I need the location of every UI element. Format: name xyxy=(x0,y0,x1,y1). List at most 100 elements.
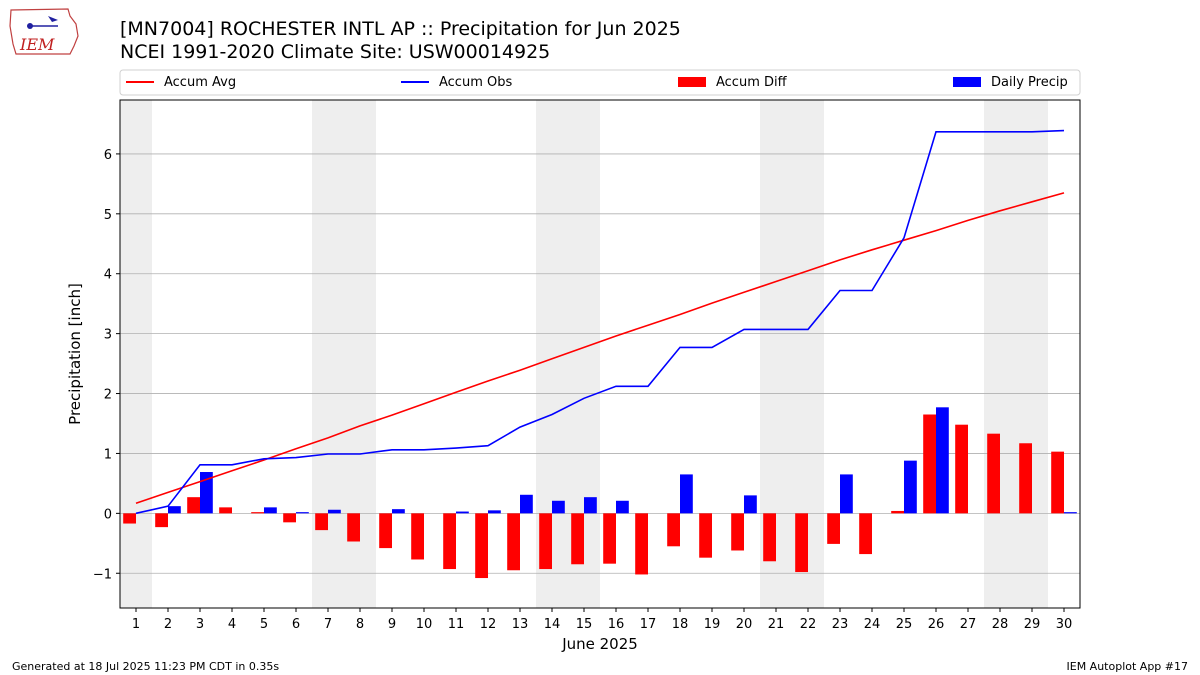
accum-diff-bar-25 xyxy=(891,510,904,514)
accum-diff-bar-17 xyxy=(635,513,648,575)
x-tick-label-19: 19 xyxy=(704,617,721,632)
accum-diff-bar-7 xyxy=(315,513,328,531)
daily-precip-bar-2 xyxy=(168,506,181,514)
daily-precip-bar-15 xyxy=(584,497,597,514)
logo-text: IEM xyxy=(19,35,55,54)
x-tick-label-25: 25 xyxy=(896,617,913,632)
legend-box xyxy=(119,69,1081,96)
daily-precip-bar-30 xyxy=(1064,512,1077,514)
x-tick-label-16: 16 xyxy=(608,617,625,632)
x-tick-label-29: 29 xyxy=(1024,617,1041,632)
grid-lines xyxy=(120,153,1080,574)
weekend-band-5 xyxy=(984,100,1048,608)
daily-precip-bar-25 xyxy=(904,460,917,514)
daily-precip-bar-3 xyxy=(200,472,213,514)
accum-diff-bar-23 xyxy=(827,513,840,544)
x-tick-label-17: 17 xyxy=(640,617,657,632)
accum-avg-line xyxy=(135,192,1065,504)
accum-diff-bar-22 xyxy=(795,513,808,573)
x-tick-label-9: 9 xyxy=(388,617,396,632)
accum-diff-bar-13 xyxy=(507,513,520,571)
x-tick-label-30: 30 xyxy=(1056,617,1073,632)
y-tick-label-4: 3 xyxy=(104,328,112,343)
accum-diff-bar-6 xyxy=(283,513,296,523)
x-tick-label-1: 1 xyxy=(132,617,140,632)
accum-diff-bar-9 xyxy=(379,513,392,549)
x-tick-label-26: 26 xyxy=(928,617,945,632)
y-axis-label: Precipitation [inch] xyxy=(66,283,84,425)
legend-daily-precip-label: Daily Precip xyxy=(991,75,1068,90)
x-axis-ticks: 1 2 3 4 5 6 7 8 9 10 11 12 13 14 15 16 17 18 19 20 21 22 23 24 2… xyxy=(132,608,1072,632)
daily-precip-bar-13 xyxy=(520,494,533,514)
legend-accum-diff-label: Accum Diff xyxy=(716,75,788,90)
accum-diff-bar-8 xyxy=(347,513,360,542)
bars xyxy=(123,407,1077,579)
accum-obs-line xyxy=(135,129,1065,515)
daily-precip-bar-14 xyxy=(552,500,565,514)
x-tick-label-3: 3 xyxy=(196,617,204,632)
x-axis-label: June 2025 xyxy=(561,635,638,653)
x-tick-label-21: 21 xyxy=(768,617,785,632)
daily-precip-bar-16 xyxy=(616,500,629,514)
daily-precip-bar-7 xyxy=(328,509,341,514)
y-tick-label-2: 1 xyxy=(104,447,112,462)
accum-diff-bar-18 xyxy=(667,513,680,547)
accum-diff-bar-4 xyxy=(219,507,232,514)
x-tick-label-24: 24 xyxy=(864,617,881,632)
y-tick-label-5: 4 xyxy=(104,268,112,283)
x-tick-label-4: 4 xyxy=(228,617,236,632)
accum-diff-bar-15 xyxy=(571,513,584,565)
x-tick-label-11: 11 xyxy=(448,617,465,632)
daily-precip-bar-9 xyxy=(392,509,405,514)
x-tick-label-28: 28 xyxy=(992,617,1009,632)
legend-daily-precip-swatch xyxy=(953,77,981,87)
accum-diff-bar-16 xyxy=(603,513,616,564)
accum-diff-bar-2 xyxy=(155,513,168,528)
accum-diff-bar-28 xyxy=(987,433,1000,514)
footer-generated: Generated at 18 Jul 2025 11:23 PM CDT in… xyxy=(12,660,280,673)
x-tick-label-22: 22 xyxy=(800,617,817,632)
x-tick-label-23: 23 xyxy=(832,617,849,632)
daily-precip-bar-26 xyxy=(936,407,949,514)
accum-diff-bar-1 xyxy=(123,513,136,524)
weekend-band-2 xyxy=(312,100,376,608)
accum-diff-bar-27 xyxy=(955,424,968,514)
x-tick-label-15: 15 xyxy=(576,617,593,632)
accum-diff-bar-30 xyxy=(1051,451,1064,514)
legend-accum-diff-swatch xyxy=(678,77,706,87)
legend-accum-obs-label: Accum Obs xyxy=(439,75,512,90)
daily-precip-bar-18 xyxy=(680,474,693,514)
daily-precip-bar-20 xyxy=(744,495,757,514)
accum-diff-bar-3 xyxy=(187,497,200,514)
chart-subtitle: NCEI 1991-2020 Climate Site: USW00014925 xyxy=(120,41,551,63)
y-tick-label-1: 0 xyxy=(104,507,112,522)
y-tick-label-7: 6 xyxy=(104,148,112,163)
accum-diff-bar-12 xyxy=(475,513,488,579)
accum-diff-bar-14 xyxy=(539,513,552,570)
daily-precip-bar-23 xyxy=(840,474,853,514)
daily-precip-bar-12 xyxy=(488,510,501,514)
x-tick-label-12: 12 xyxy=(480,617,497,632)
x-tick-label-10: 10 xyxy=(416,617,433,632)
accum-diff-bar-19 xyxy=(699,513,712,558)
series-lines xyxy=(135,129,1065,515)
x-tick-label-2: 2 xyxy=(164,617,172,632)
weekend-shading xyxy=(120,100,1048,608)
y-tick-label-6: 5 xyxy=(104,208,112,223)
daily-precip-bar-5 xyxy=(264,507,277,514)
x-tick-label-13: 13 xyxy=(512,617,529,632)
footer-app: IEM Autoplot App #17 xyxy=(1066,660,1189,673)
accum-diff-bar-29 xyxy=(1019,443,1032,514)
y-tick-label-3: 2 xyxy=(104,388,112,403)
daily-precip-bar-11 xyxy=(456,511,469,514)
y-axis-ticks: −1 0 1 2 3 4 5 6 xyxy=(93,148,120,582)
x-tick-label-20: 20 xyxy=(736,617,753,632)
x-tick-label-14: 14 xyxy=(544,617,561,632)
legend: Accum Avg Accum Obs Accum Diff Daily Precip xyxy=(119,69,1081,96)
accum-diff-bar-21 xyxy=(763,513,776,562)
x-tick-label-18: 18 xyxy=(672,617,689,632)
accum-diff-bar-26 xyxy=(923,414,936,514)
daily-precip-bar-6 xyxy=(296,512,309,514)
legend-accum-avg-label: Accum Avg xyxy=(164,75,236,90)
